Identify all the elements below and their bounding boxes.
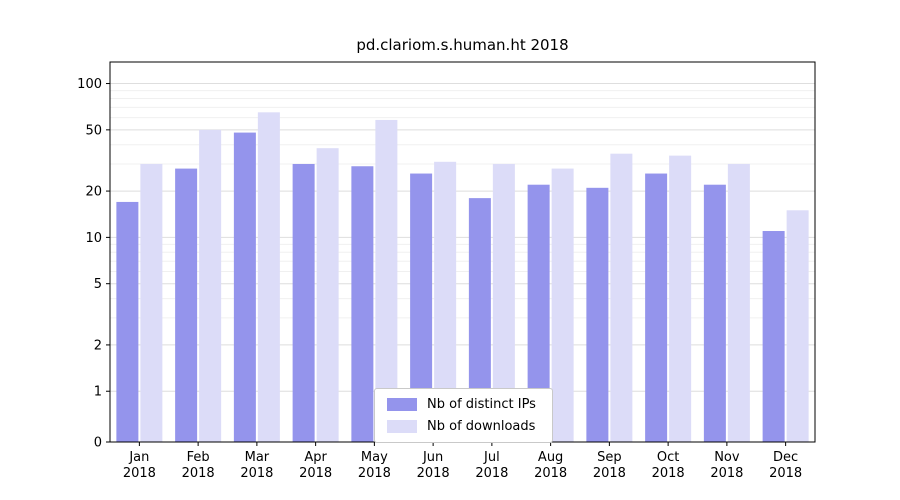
legend-label-downloads: Nb of downloads: [427, 419, 536, 434]
legend-label-distinct-ips: Nb of distinct IPs: [427, 397, 536, 412]
bar-downloads-jan: [140, 163, 163, 443]
bar-downloads-mar: [257, 112, 280, 443]
x-tick-label-month: Mar: [245, 450, 270, 465]
legend-item-distinct-ips: Nb of distinct IPs: [387, 397, 536, 412]
x-tick-label-year: 2018: [123, 466, 156, 481]
x-tick-label-year: 2018: [358, 466, 391, 481]
bar-downloads-may: [375, 119, 398, 443]
y-tick-label: 100: [77, 77, 102, 92]
bar-distinct-ips-may: [351, 166, 374, 442]
y-tick-label: 5: [94, 277, 102, 292]
x-tick-label-year: 2018: [769, 466, 802, 481]
x-tick-label-month: Apr: [304, 450, 327, 465]
x-tick-label-year: 2018: [475, 466, 508, 481]
chart-title: pd.clariom.s.human.ht 2018: [356, 36, 569, 54]
bar-downloads-dec: [786, 210, 809, 442]
bar-downloads-nov: [727, 163, 750, 443]
bar-distinct-ips-mar: [233, 132, 256, 442]
x-tick-label-year: 2018: [240, 466, 273, 481]
bar-downloads-jul: [492, 163, 515, 443]
y-tick-label: 1: [94, 385, 102, 400]
x-tick-label-year: 2018: [710, 466, 743, 481]
bar-distinct-ips-jul: [468, 198, 491, 442]
x-tick-label-month: May: [361, 450, 388, 465]
x-tick-label-year: 2018: [652, 466, 685, 481]
bar-downloads-sep: [610, 153, 633, 443]
x-tick-label-month: Aug: [538, 450, 563, 465]
bar-distinct-ips-apr: [292, 163, 315, 443]
x-tick-label-month: Dec: [773, 450, 798, 465]
legend: Nb of distinct IPs Nb of downloads: [374, 388, 553, 443]
bar-distinct-ips-oct: [645, 173, 668, 443]
bar-distinct-ips-dec: [762, 231, 785, 442]
bar-downloads-aug: [551, 168, 574, 443]
x-tick-label-month: Jan: [128, 450, 149, 465]
legend-swatch-downloads: [387, 420, 417, 433]
x-tick-label-month: Jun: [422, 450, 443, 465]
x-tick-label-month: Nov: [714, 450, 740, 465]
x-tick-label-month: Oct: [657, 450, 679, 465]
bar-distinct-ips-nov: [703, 184, 726, 442]
x-tick-label-year: 2018: [534, 466, 567, 481]
legend-item-downloads: Nb of downloads: [387, 419, 536, 434]
bar-distinct-ips-jun: [410, 173, 433, 443]
x-tick-label-year: 2018: [593, 466, 626, 481]
x-tick-label-year: 2018: [182, 466, 215, 481]
legend-swatch-distinct-ips: [387, 398, 417, 411]
y-tick-label: 2: [94, 338, 102, 353]
bar-distinct-ips-aug: [527, 184, 550, 442]
y-tick-label: 0: [94, 436, 102, 451]
x-tick-label-year: 2018: [299, 466, 332, 481]
y-tick-label: 50: [85, 123, 102, 138]
bar-distinct-ips-sep: [586, 187, 609, 442]
x-tick-label-year: 2018: [417, 466, 450, 481]
x-tick-label-month: Jul: [483, 450, 500, 465]
x-tick-label-month: Feb: [187, 450, 210, 465]
bar-downloads-jun: [434, 161, 457, 442]
y-tick-label: 20: [85, 185, 102, 200]
bar-downloads-apr: [316, 148, 339, 442]
bar-downloads-oct: [669, 155, 692, 442]
bar-downloads-feb: [199, 129, 222, 442]
x-tick-label-month: Sep: [597, 450, 622, 465]
bar-distinct-ips-jan: [116, 201, 139, 442]
bar-distinct-ips-feb: [175, 168, 198, 443]
y-tick-label: 10: [85, 231, 102, 246]
